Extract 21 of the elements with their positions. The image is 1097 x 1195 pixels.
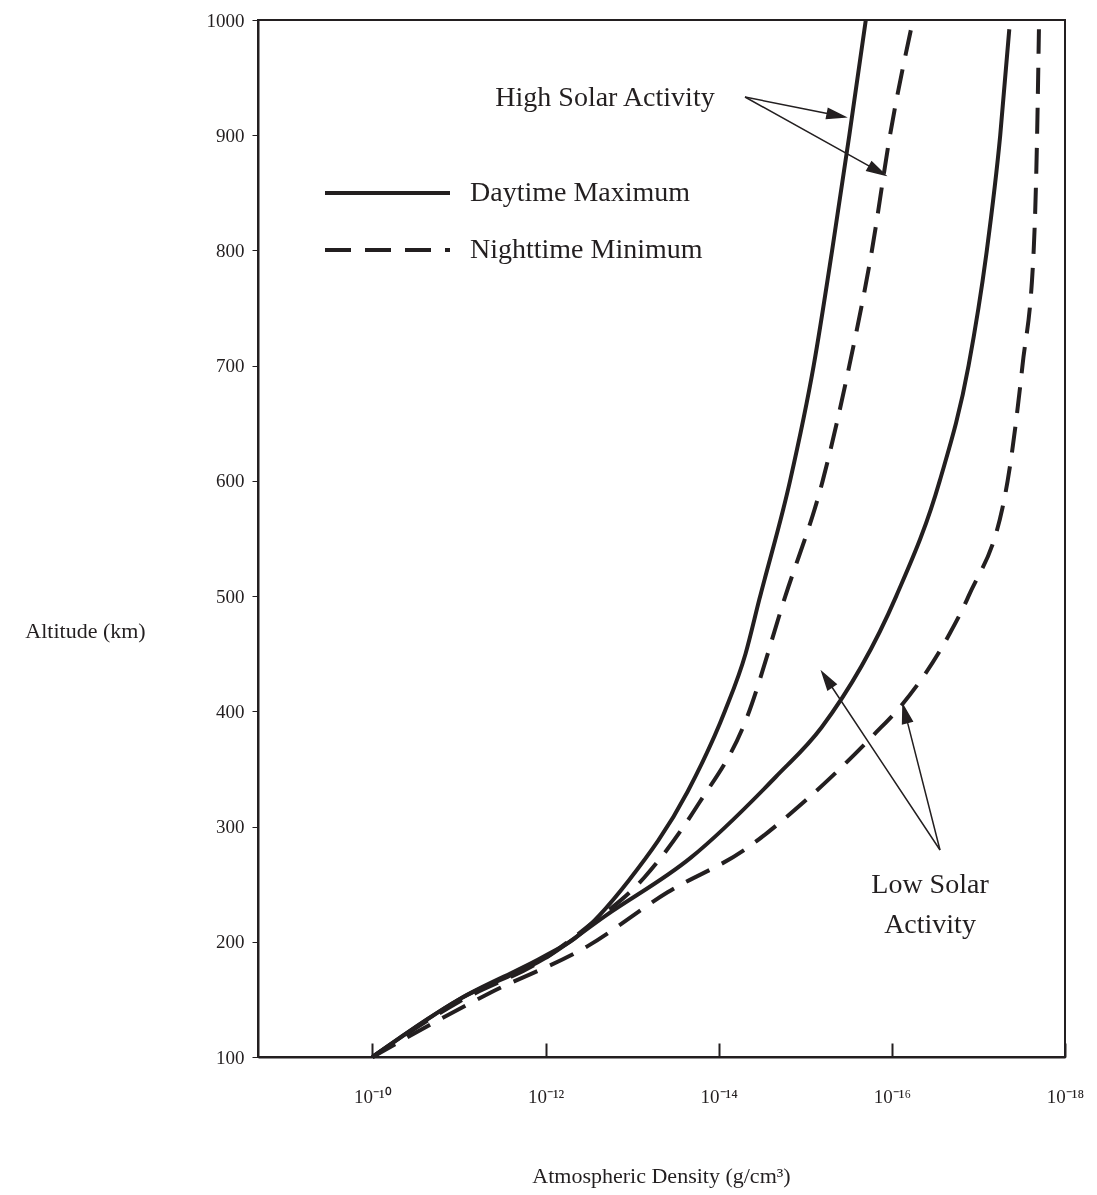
x-tick-label: 10⁻¹² bbox=[527, 1085, 565, 1107]
x-axis-title: Atmospheric Density (g/cm³) bbox=[532, 1162, 791, 1188]
annotation: High Solar Activity bbox=[495, 81, 715, 112]
y-tick-label: 1000 bbox=[206, 9, 245, 31]
y-axis-title: Altitude (km) bbox=[25, 617, 146, 643]
y-tick-label: 800 bbox=[216, 239, 245, 261]
legend-label: Daytime Maximum bbox=[470, 176, 691, 207]
y-tick-label: 500 bbox=[216, 585, 245, 607]
y-tick-label: 300 bbox=[216, 816, 245, 838]
x-tick-label: 10⁻¹⁶ bbox=[873, 1085, 912, 1107]
x-tick-label: 10⁻¹⁰ bbox=[354, 1085, 392, 1107]
y-tick-label: 100 bbox=[216, 1046, 245, 1068]
y-tick-label: 400 bbox=[216, 700, 245, 722]
x-tick-label: 10⁻¹⁸ bbox=[1046, 1085, 1085, 1107]
legend-label: Nighttime Minimum bbox=[470, 233, 703, 264]
y-tick-label: 200 bbox=[216, 931, 245, 953]
annotation: Low Solar Activity bbox=[871, 868, 990, 939]
x-tick-label: 10⁻¹⁴ bbox=[700, 1085, 739, 1107]
y-tick-label: 600 bbox=[216, 470, 245, 492]
y-tick-label: 900 bbox=[216, 124, 245, 146]
y-tick-label: 700 bbox=[216, 355, 245, 377]
